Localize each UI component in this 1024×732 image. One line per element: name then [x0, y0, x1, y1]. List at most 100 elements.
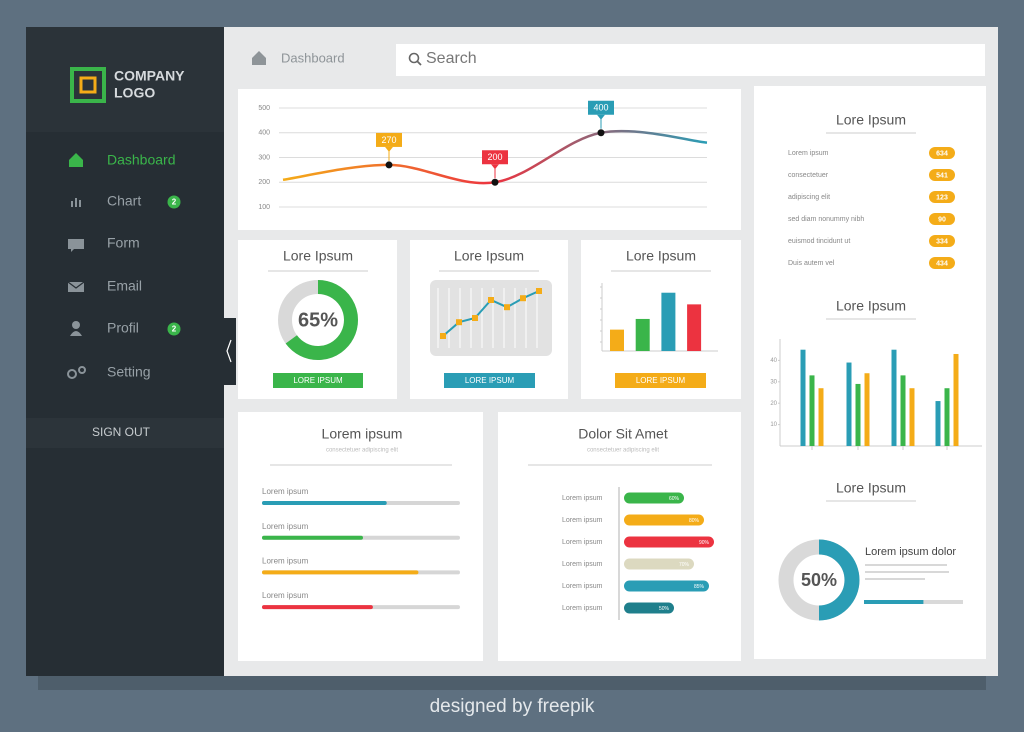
card-button[interactable]	[273, 373, 363, 388]
nav-badge	[167, 322, 181, 336]
card-title: Lore Ipsum	[836, 112, 906, 128]
card-title: Lore Ipsum	[283, 248, 353, 264]
bar	[846, 362, 852, 446]
point-marker	[385, 161, 393, 169]
breadcrumb-home-icon	[252, 51, 266, 65]
sign-out-band	[26, 418, 224, 448]
bar	[800, 349, 806, 446]
bar-label: Lorem ipsum	[562, 539, 603, 546]
bar	[900, 375, 906, 446]
card-button-label[interactable]: LORE IPSUM	[636, 376, 686, 385]
list-label: adipiscing elit	[788, 194, 830, 201]
card-button-label[interactable]: LORE IPSUM	[465, 376, 515, 385]
list-label: consectetuer	[788, 172, 829, 179]
card-title: Lorem ipsum	[322, 426, 403, 442]
bar	[624, 602, 674, 614]
nav-label: Profil	[107, 320, 139, 336]
card-title: Dolor Sit Amet	[578, 426, 668, 442]
search-box[interactable]	[396, 44, 985, 76]
list-badge	[929, 191, 955, 203]
logo-mark	[70, 67, 106, 103]
bar	[262, 570, 419, 575]
home-icon	[69, 153, 83, 167]
y-tick-label: 100	[258, 204, 270, 211]
nav-label: Email	[107, 278, 142, 294]
bar	[661, 292, 676, 351]
caption: Lorem ipsum dolor	[865, 546, 956, 558]
bar-value-label: 70%	[679, 562, 690, 568]
nav-item[interactable]: Chart 2	[107, 193, 181, 209]
bar-label: Lorem ipsum	[562, 495, 603, 502]
callout-box	[376, 132, 402, 147]
breadcrumb: Dashboard	[281, 50, 345, 65]
bar	[944, 388, 950, 446]
setting-icon	[67, 366, 86, 379]
nav-item[interactable]: Profil 2	[107, 320, 181, 336]
point-marker	[440, 333, 446, 339]
bar	[635, 318, 650, 351]
nav-item[interactable]: Dashboard	[107, 152, 176, 168]
list-value: 123	[936, 194, 948, 201]
callout-label: 200	[487, 152, 502, 162]
bar	[809, 375, 815, 446]
nav-item[interactable]: Email	[107, 278, 142, 294]
bar-value-label: 50%	[659, 606, 670, 612]
bar	[864, 373, 870, 446]
list-value: 434	[936, 260, 948, 267]
bar-label: Lorem ipsum	[262, 487, 309, 496]
card-title: Lore Ipsum	[836, 480, 906, 496]
bar-value-label: 80%	[689, 518, 700, 524]
bar	[909, 388, 915, 446]
y-tick-label: 400	[258, 130, 270, 137]
bar	[262, 535, 363, 540]
bar-label: Lorem ipsum	[562, 561, 603, 568]
list-label: Duis autem vel	[788, 260, 835, 267]
callout-pointer	[597, 114, 605, 120]
point-marker	[491, 178, 499, 186]
bar-label: Lorem ipsum	[562, 517, 603, 524]
nav-item[interactable]: Setting	[107, 364, 151, 380]
sidebar	[26, 27, 224, 676]
bar	[262, 501, 387, 505]
card-title: Lore Ipsum	[626, 248, 696, 264]
point-marker	[488, 297, 494, 303]
callout-box	[482, 150, 508, 165]
donut-arc	[285, 280, 358, 360]
form-icon	[68, 239, 84, 252]
list-badge	[929, 169, 955, 181]
list-value: 541	[936, 172, 948, 179]
y-tick-label: 300	[258, 154, 270, 161]
bar	[687, 304, 702, 351]
sidebar-toggle[interactable]	[224, 318, 236, 385]
point-marker	[504, 304, 510, 311]
y-tick-label: 500	[258, 105, 270, 112]
list-value: 90	[938, 216, 946, 223]
bar	[624, 558, 694, 570]
bar-value-label: 85%	[694, 584, 705, 590]
bar-value-label: 60%	[669, 496, 680, 502]
chart-icon	[71, 198, 81, 207]
search-icon	[408, 52, 420, 64]
card-button-label[interactable]: LORE IPSUM	[293, 376, 343, 385]
list-badge	[929, 257, 955, 269]
bar	[935, 401, 941, 446]
nav-label: Form	[107, 235, 140, 251]
list-label: Lorem ipsum	[788, 150, 829, 157]
card-subtitle: consectetuer adipiscing elit	[326, 448, 398, 454]
donut-label: 65%	[298, 309, 338, 331]
bar	[262, 605, 373, 610]
card-title: Lore Ipsum	[836, 298, 906, 314]
card-subtitle: consectetuer adipiscing elit	[587, 448, 659, 454]
card-button[interactable]	[615, 373, 706, 388]
chart-panel	[430, 280, 552, 356]
card-button[interactable]	[444, 373, 535, 388]
callout-pointer	[491, 164, 499, 170]
nav-item[interactable]: Form	[107, 235, 140, 251]
sign-out[interactable]: SIGN OUT	[92, 425, 151, 439]
nav-label: Chart	[107, 193, 141, 209]
bar	[624, 514, 704, 526]
bar	[624, 492, 684, 504]
list-value: 634	[936, 150, 948, 157]
search-placeholder[interactable]: Search	[426, 50, 477, 67]
